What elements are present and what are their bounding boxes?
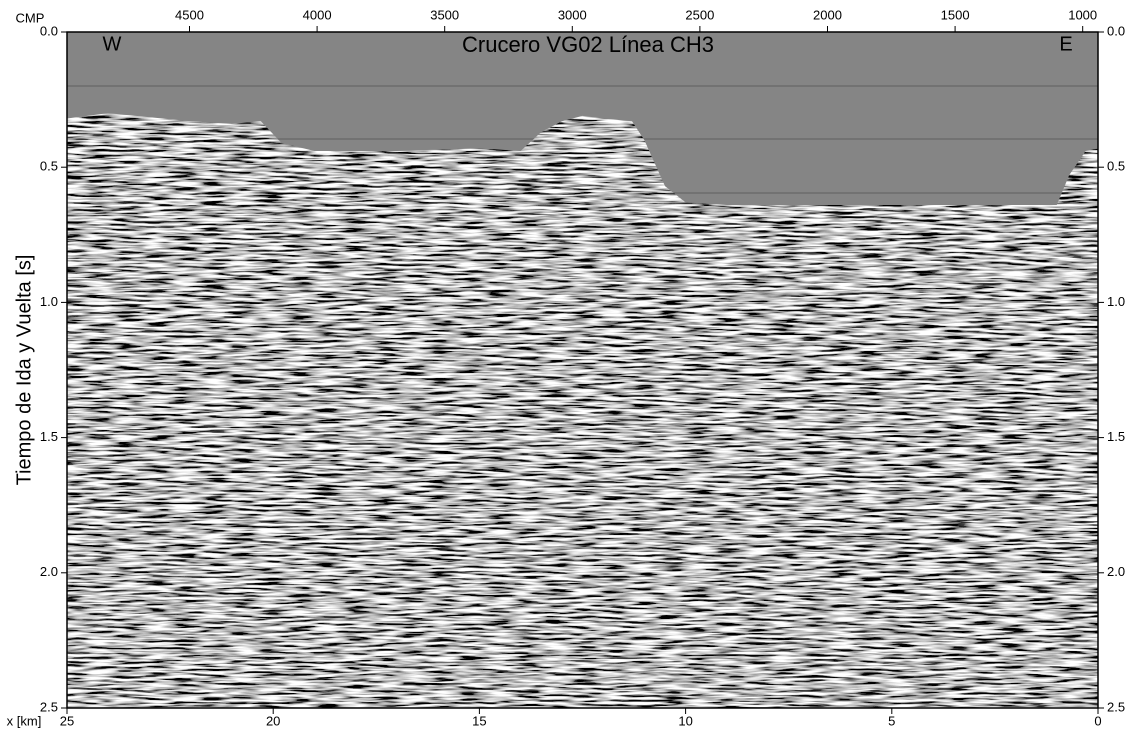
y2-tick-label: 2.5 xyxy=(1107,699,1125,714)
chart: Crucero VG02 Línea CH3 W E CMP x [km] Ti… xyxy=(0,0,1133,732)
y-tick-label: 0.0 xyxy=(40,23,58,38)
x2-tick-label: 1000 xyxy=(1068,7,1097,22)
y2-tick-label: 0.0 xyxy=(1107,23,1125,38)
x2-tick-label: 3500 xyxy=(430,7,459,22)
x-tick-label: 15 xyxy=(472,713,486,728)
x-tick-label: 20 xyxy=(266,713,280,728)
y-tick-label: 1.0 xyxy=(40,294,58,309)
y-tick-label: 1.5 xyxy=(40,429,58,444)
y-tick-label: 2.0 xyxy=(40,564,58,579)
x-tick-label: 25 xyxy=(60,713,74,728)
y-tick-label: 0.5 xyxy=(40,159,58,174)
y2-tick-label: 1.5 xyxy=(1107,429,1125,444)
x-tick-label: 10 xyxy=(678,713,692,728)
x-tick-label: 5 xyxy=(888,713,895,728)
x-tick-label: 0 xyxy=(1094,713,1101,728)
x2-tick-label: 2500 xyxy=(685,7,714,22)
x2-tick-label: 1500 xyxy=(941,7,970,22)
y2-tick-label: 0.5 xyxy=(1107,159,1125,174)
x2-tick-label: 3000 xyxy=(558,7,587,22)
y-axis-label: Tiempo de Ida y Vuelta [s] xyxy=(13,255,35,486)
chart-title: Crucero VG02 Línea CH3 xyxy=(462,32,714,57)
annotation: W xyxy=(103,33,122,55)
y2-tick-label: 2.0 xyxy=(1107,564,1125,579)
y-tick-label: 2.5 xyxy=(40,699,58,714)
x-axis-label: x [km] xyxy=(7,713,42,728)
annotation: E xyxy=(1059,33,1072,55)
x2-tick-label: 4500 xyxy=(175,7,204,22)
x2-tick-label: 2000 xyxy=(813,7,842,22)
y2-tick-label: 1.0 xyxy=(1107,294,1125,309)
x2-tick-label: 4000 xyxy=(303,7,332,22)
